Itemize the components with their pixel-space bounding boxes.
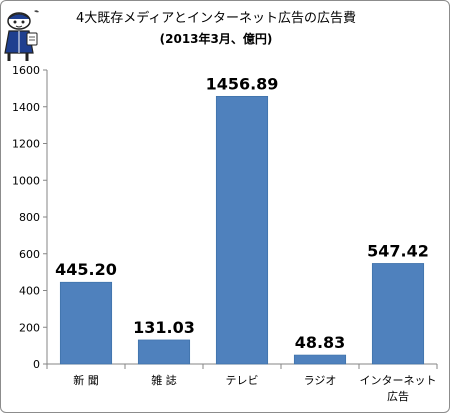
y-tick-label: 200 [19, 321, 40, 334]
mascot-logo-icon [4, 10, 39, 61]
y-tick-label: 1400 [12, 101, 40, 114]
x-tick-label: 新 聞 [73, 373, 99, 387]
data-label: 131.03 [133, 318, 195, 337]
bar [215, 95, 269, 365]
x-tick-label: 広告 [387, 390, 409, 403]
data-label: 48.83 [295, 333, 346, 352]
y-tick-label: 1600 [12, 64, 40, 77]
data-label: 445.20 [55, 260, 117, 279]
data-label: 547.42 [367, 241, 429, 260]
data-label: 1456.89 [206, 74, 279, 93]
y-tick-label: 1000 [12, 174, 40, 187]
chart-subtitle: (2013年3月、億円) [159, 32, 273, 46]
bar [59, 281, 113, 365]
x-tick-label: テレビ [226, 374, 259, 387]
y-tick-label: 600 [19, 248, 40, 261]
bar [293, 354, 347, 365]
y-tick-label: 1200 [12, 138, 40, 151]
x-tick-label: インターネット [360, 374, 437, 387]
chart-title-block: 4大既存メディアとインターネット広告の広告費 (2013年3月、億円) [1, 9, 431, 49]
y-tick-label: 400 [19, 285, 40, 298]
x-tick-label: ラジオ [304, 374, 337, 387]
x-tick-label: 雑 誌 [151, 373, 177, 387]
y-tick-label: 0 [33, 358, 40, 371]
chart-title: 4大既存メディアとインターネット広告の広告費 [75, 11, 357, 26]
bar [137, 339, 191, 365]
bar [371, 263, 425, 365]
y-tick-label: 800 [19, 211, 40, 224]
